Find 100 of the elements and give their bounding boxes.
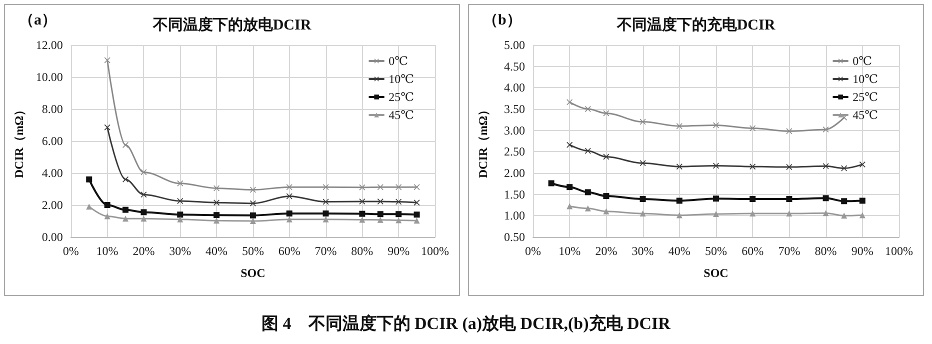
point — [396, 211, 402, 218]
point — [396, 217, 402, 224]
x-tick-label: 50% — [242, 244, 264, 258]
y-tick-label: 4.00 — [504, 80, 525, 95]
point — [140, 216, 147, 222]
point — [841, 212, 848, 219]
point — [177, 216, 184, 222]
point — [640, 210, 646, 217]
x-tick-label: 70% — [314, 244, 337, 258]
y-tick-label: 6.00 — [42, 134, 63, 148]
point — [859, 161, 866, 168]
y-tick-label: 1.50 — [504, 187, 525, 202]
x-tick-label: 90% — [388, 244, 410, 258]
point — [750, 196, 756, 202]
y-tick-label: 5.00 — [504, 38, 525, 52]
point — [104, 202, 110, 208]
point — [822, 210, 829, 216]
point — [122, 142, 129, 148]
point — [566, 142, 573, 148]
point — [584, 106, 591, 112]
y-tick-label: 1.00 — [504, 208, 525, 223]
y-tick-label: 3.50 — [504, 102, 525, 116]
point — [822, 163, 829, 170]
point — [286, 193, 292, 200]
point — [676, 164, 682, 170]
y-axis-title: DCIR（mΩ） — [476, 104, 490, 178]
caption: 图 4 不同温度下的 DCIR (a)放电 DCIR,(b)充电 DCIR — [260, 313, 672, 335]
point — [250, 218, 256, 224]
x-tick-label: 60% — [742, 244, 764, 258]
point — [603, 208, 610, 214]
x-tick-label: 50% — [705, 244, 727, 258]
x-tick-label: 100% — [421, 244, 449, 258]
x-axis-title: SOC — [240, 266, 266, 280]
point — [750, 125, 756, 132]
y-tick-label: 8.00 — [42, 102, 63, 116]
text: （b） — [483, 12, 522, 28]
y-tick-label: 3.00 — [504, 123, 525, 138]
point — [140, 209, 147, 216]
point — [104, 57, 110, 64]
point — [841, 165, 848, 172]
point — [713, 210, 719, 217]
point — [640, 118, 646, 125]
point — [786, 128, 792, 134]
point — [786, 210, 792, 217]
point — [286, 216, 292, 222]
y-tick-label: 0.00 — [42, 230, 63, 244]
x-tick-label: 40% — [668, 244, 690, 258]
point — [750, 164, 756, 170]
point — [676, 123, 682, 130]
point — [396, 184, 402, 190]
chart-title: 不同温度下的充电DCIR — [616, 16, 776, 34]
x-tick-label: 100% — [885, 244, 913, 258]
point — [322, 216, 329, 222]
point — [122, 176, 129, 182]
y-tick-label: 12.00 — [36, 38, 63, 52]
point — [859, 212, 866, 218]
point — [566, 184, 573, 190]
point — [377, 216, 384, 223]
point — [214, 218, 220, 224]
point — [566, 99, 573, 106]
legend-label: 45℃ — [852, 108, 878, 122]
point — [603, 154, 610, 160]
point — [750, 210, 756, 217]
point — [841, 198, 848, 204]
x-tick-label: 20% — [595, 244, 618, 258]
point — [548, 180, 554, 186]
x-axis-title: SOC — [704, 266, 728, 280]
point — [676, 212, 682, 218]
x-tick-label: 30% — [169, 244, 192, 258]
x-tick-label: 70% — [778, 244, 800, 258]
x-tick-label: 80% — [814, 244, 837, 258]
point — [286, 184, 292, 190]
point — [377, 198, 384, 204]
point — [414, 218, 420, 224]
x-tick-label: 0% — [62, 244, 79, 258]
legend-label: 25℃ — [852, 90, 878, 104]
y-tick-label: 10.00 — [36, 70, 63, 84]
legend-label: 0℃ — [388, 54, 408, 68]
point — [377, 184, 384, 190]
point — [286, 210, 292, 216]
point — [322, 198, 329, 205]
point — [584, 189, 591, 196]
point — [104, 124, 110, 130]
point — [140, 169, 147, 176]
point — [250, 212, 256, 218]
point — [786, 196, 792, 202]
x-tick-label: 10% — [558, 244, 581, 258]
legend-label: 25℃ — [388, 90, 414, 104]
y-axis-title: DCIR（mΩ） — [12, 104, 26, 178]
x-tick-label: 90% — [851, 244, 874, 258]
y-tick-label: 0.50 — [504, 230, 525, 244]
x-tick-label: 80% — [351, 244, 374, 258]
legend-label: 10℃ — [852, 72, 878, 86]
y-tick-label: 2.00 — [504, 166, 525, 180]
point — [603, 193, 610, 200]
x-tick-label: 60% — [278, 244, 300, 258]
point — [377, 211, 384, 218]
point — [859, 198, 866, 204]
point — [177, 212, 184, 218]
point — [713, 196, 719, 202]
